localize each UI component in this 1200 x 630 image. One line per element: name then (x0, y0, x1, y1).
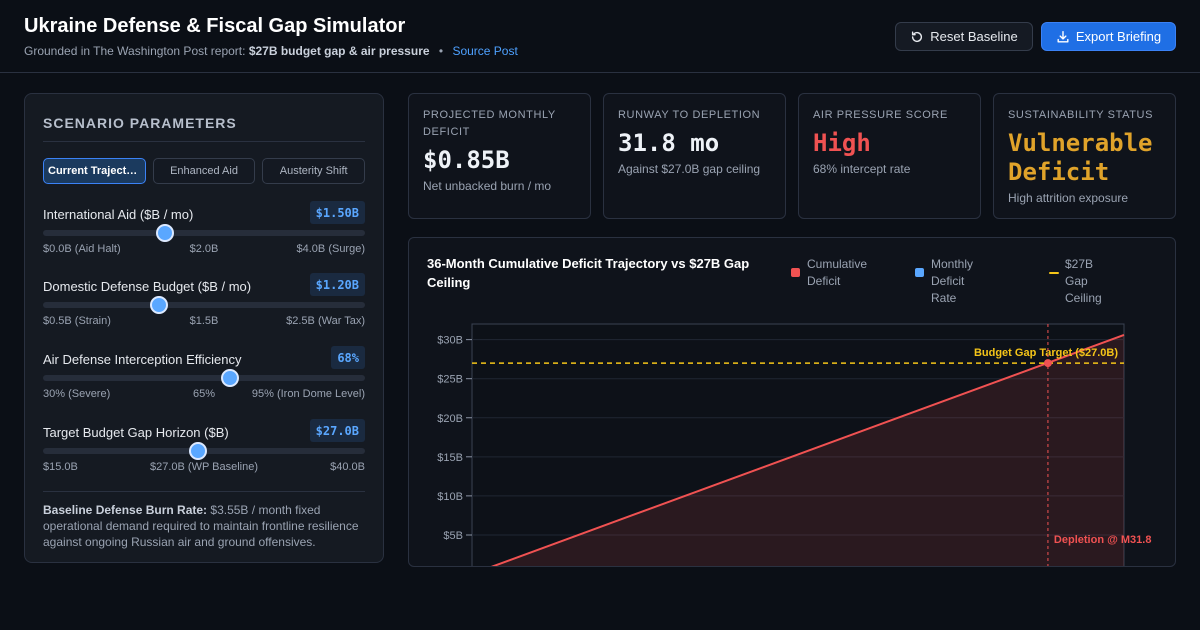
reset-icon (912, 30, 923, 42)
plot-area (471, 323, 1125, 566)
subtitle-prefix: Grounded in The Washington Post report: (24, 44, 246, 58)
reset-baseline-button[interactable]: Reset Baseline (895, 22, 1033, 51)
panel-title: SCENARIO PARAMETERS (43, 115, 237, 131)
scenario-panel: SCENARIO PARAMETERS Current Trajectory E… (24, 93, 384, 563)
y-tick-label: $15B (437, 452, 463, 464)
y-tick-label: $20B (437, 413, 463, 425)
slider-tick-mid: $1.5B (189, 315, 219, 327)
kpi-label: SUSTAINABILITY STATUS (1008, 109, 1154, 121)
page-title: Ukraine Defense & Fiscal Gap Simulator (24, 15, 406, 37)
kpi-air-pressure: AIR PRESSURE SCORE High 68% intercept ra… (798, 93, 981, 219)
export-briefing-button[interactable]: Export Briefing (1041, 22, 1176, 51)
y-tick-label: $25B (437, 374, 463, 386)
slider-label: Domestic Defense Budget ($B / mo) (43, 279, 252, 294)
slider-track[interactable] (43, 230, 365, 236)
slider-thumb[interactable] (149, 296, 168, 314)
legend-label: Monthly Deficit Rate (931, 257, 974, 305)
kpi-runway: RUNWAY TO DEPLETION 31.8 mo Against $27.… (603, 93, 786, 219)
kpi-sub: Against $27.0B gap ceiling (618, 162, 761, 176)
slider-value: $1.20B (309, 273, 365, 296)
slider-value: 68% (331, 346, 365, 369)
scenario-tabs: Current Trajectory Enhanced Aid Austerit… (43, 158, 366, 184)
kpi-value: $0.85B (423, 146, 510, 174)
legend-swatch (791, 268, 800, 277)
download-icon (1057, 30, 1069, 43)
slider-thumb[interactable] (220, 369, 239, 387)
export-briefing-label: Export Briefing (1075, 29, 1162, 44)
source-post-link[interactable]: Source Post (452, 44, 518, 58)
divider (43, 141, 365, 142)
y-tick-label: $30B (437, 335, 463, 347)
slider-tick-min: $0.0B (Aid Halt) (43, 243, 121, 255)
slider-thumb[interactable] (156, 224, 175, 242)
tab-austerity-shift[interactable]: Austerity Shift (262, 158, 366, 184)
interception-efficiency-slider[interactable]: Air Defense Interception Efficiency 68% … (43, 346, 365, 406)
y-tick-label: $10B (437, 491, 463, 503)
slider-tick-mid: $27.0B (WP Baseline) (149, 461, 259, 473)
tab-label: Enhanced Aid (170, 165, 238, 177)
slider-tick-max: $40.0B (330, 461, 365, 473)
depletion-point (1043, 359, 1052, 368)
slider-tick-max: 95% (Iron Dome Level) (251, 388, 365, 400)
reset-baseline-label: Reset Baseline (930, 29, 1018, 44)
slider-label: Air Defense Interception Efficiency (43, 352, 242, 367)
legend-swatch (915, 268, 924, 277)
kpi-label: RUNWAY TO DEPLETION (618, 109, 761, 121)
app-header: Ukraine Defense & Fiscal Gap Simulator G… (0, 0, 1200, 73)
burn-rate-note: Baseline Defense Burn Rate: $3.55B / mon… (43, 502, 365, 550)
page-subtitle: Grounded in The Washington Post report: … (24, 44, 518, 58)
tab-label: Austerity Shift (279, 165, 348, 177)
international-aid-slider[interactable]: International Aid ($B / mo) $1.50B $0.0B… (43, 201, 365, 261)
note-text: $3.55B / month fixed operational demand … (43, 503, 359, 549)
kpi-sub: 68% intercept rate (813, 162, 911, 176)
tab-enhanced-aid[interactable]: Enhanced Aid (152, 158, 256, 184)
slider-tick-min: 30% (Severe) (43, 388, 111, 400)
subtitle-highlight: $27B budget gap & air pressure (248, 44, 430, 58)
legend-label: Cumulative Deficit (807, 257, 868, 288)
slider-thumb[interactable] (188, 442, 207, 460)
kpi-value: Vulnerable Deficit (1008, 129, 1153, 186)
divider (43, 491, 365, 492)
slider-tick-mid: 65% (192, 388, 216, 400)
kpi-label: PROJECTED MONTHLY DEFICIT (423, 109, 556, 138)
cumulative-deficit-line (490, 333, 1125, 566)
gap-ceiling-label: Budget Gap Target ($27.0B) (974, 347, 1118, 359)
kpi-monthly-deficit: PROJECTED MONTHLY DEFICIT $0.85B Net unb… (408, 93, 591, 219)
gap-horizon-slider[interactable]: Target Budget Gap Horizon ($B) $27.0B $1… (43, 419, 365, 479)
slider-tick-max: $4.0B (Surge) (296, 243, 365, 255)
slider-tick-min: $0.5B (Strain) (43, 315, 111, 327)
kpi-value: 31.8 mo (618, 129, 720, 157)
y-tick-label: $5B (443, 530, 463, 542)
kpi-label: AIR PRESSURE SCORE (813, 109, 948, 121)
tab-label: Current Trajectory (48, 165, 141, 177)
legend-swatch (1049, 272, 1059, 274)
subtitle-separator: • (438, 44, 444, 58)
kpi-sub: Net unbacked burn / mo (423, 179, 552, 193)
chart-title: 36-Month Cumulative Deficit Trajectory v… (427, 256, 750, 290)
slider-track[interactable] (43, 375, 365, 381)
tab-current-trajectory[interactable]: Current Trajectory (43, 158, 146, 184)
legend-label: $27B Gap Ceiling (1065, 257, 1102, 305)
slider-tick-min: $15.0B (43, 461, 78, 473)
kpi-sub: High attrition exposure (1008, 191, 1129, 205)
slider-label: Target Budget Gap Horizon ($B) (43, 425, 229, 440)
deficit-chart: $5B $10B $15B $20B $25B $30B Budget Gap Target… (437, 323, 1152, 566)
slider-tick-mid: $2.0B (189, 243, 219, 255)
domestic-budget-slider[interactable]: Domestic Defense Budget ($B / mo) $1.20B… (43, 273, 365, 333)
kpi-value: High (813, 129, 871, 157)
slider-label: International Aid ($B / mo) (43, 207, 194, 222)
deficit-chart-card: 36-Month Cumulative Deficit Trajectory v… (408, 237, 1176, 567)
depletion-label: Depletion @ M31.8 (1054, 534, 1152, 546)
slider-tick-max: $2.5B (War Tax) (286, 315, 365, 327)
slider-track[interactable] (43, 302, 365, 308)
slider-value: $27.0B (309, 419, 365, 442)
slider-value: $1.50B (309, 201, 365, 224)
note-heading: Baseline Defense Burn Rate: (43, 503, 208, 517)
kpi-sustainability: SUSTAINABILITY STATUS Vulnerable Deficit… (993, 93, 1176, 219)
